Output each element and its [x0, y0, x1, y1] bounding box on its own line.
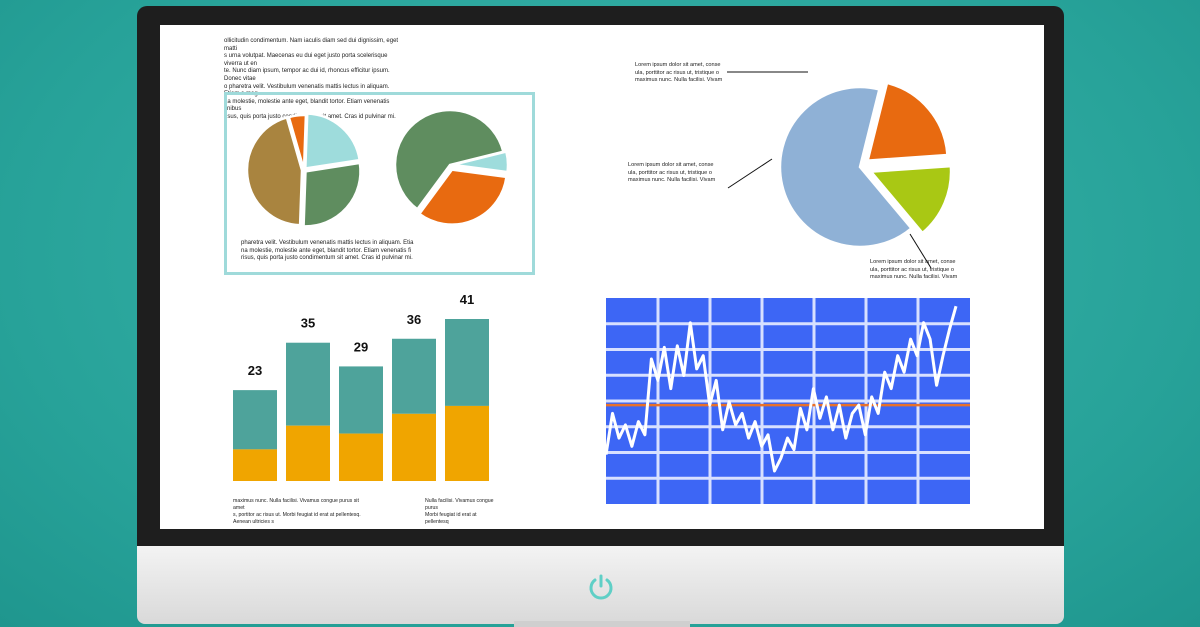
small-pie-left — [245, 112, 362, 228]
bar-lower-4 — [445, 405, 489, 481]
bar-value-label-2: 29 — [354, 339, 368, 354]
big-pie-slice-0 — [866, 81, 949, 162]
monitor-bezel: ollicitudin condimentum. Nam iaculis dia… — [137, 6, 1064, 546]
bar-lower-1 — [286, 425, 330, 481]
bar-upper-0 — [233, 390, 277, 450]
bar-value-label-3: 36 — [407, 312, 421, 327]
bar-caption-right: Nulla facilisi. Vivamus congue purus Mor… — [425, 498, 494, 525]
monitor: ollicitudin condimentum. Nam iaculis dia… — [137, 6, 1064, 627]
bar-lower-2 — [339, 433, 383, 481]
small-pie-right-slice-1 — [417, 168, 508, 226]
monitor-screen: ollicitudin condimentum. Nam iaculis dia… — [160, 25, 1044, 529]
big-pie-slice-2 — [778, 85, 914, 249]
bar-upper-1 — [286, 342, 330, 426]
bar-value-label-1: 35 — [301, 316, 315, 331]
bar-lower-3 — [392, 413, 436, 481]
pie-label-middle: Lorem ipsum dolor sit amet, conse ula, p… — [628, 162, 716, 184]
bar-caption-left: maximus nunc. Nulla facilisi. Vivamus co… — [233, 498, 361, 525]
big-pie-chart — [727, 71, 953, 269]
small-pie-left-slice-1 — [304, 112, 362, 170]
bar-chart: 23 35 29 36 41 — [233, 292, 489, 481]
big-pie-slice-1 — [868, 164, 953, 235]
small-pie-left-slice-3 — [245, 115, 304, 227]
bar-upper-4 — [445, 319, 489, 406]
leader-line-middle — [727, 158, 773, 189]
line-chart — [604, 298, 970, 504]
bar-upper-3 — [392, 338, 436, 414]
bar-value-label-0: 23 — [248, 363, 262, 378]
small-pie-right — [393, 108, 510, 226]
monitor-stand — [514, 621, 690, 627]
pie-label-bottom: Lorem ipsum dolor sit amet, conse ula, p… — [870, 259, 958, 281]
monitor-chin — [137, 546, 1064, 624]
top-left-paragraph: ollicitudin condimentum. Nam iaculis dia… — [224, 38, 399, 120]
small-pie-left-slice-0 — [287, 113, 308, 171]
frame-caption: pharetra velit. Vestibulum venenatis mat… — [241, 240, 414, 262]
pie-charts-frame — [224, 92, 535, 275]
bar-upper-2 — [339, 366, 383, 434]
small-pie-right-slice-2 — [393, 108, 505, 212]
bar-value-label-4: 41 — [460, 292, 474, 307]
small-pie-right-slice-0 — [452, 150, 510, 174]
power-icon[interactable] — [586, 572, 616, 602]
line-series — [604, 305, 958, 473]
bar-lower-0 — [233, 449, 277, 481]
small-pie-left-slice-2 — [302, 161, 362, 228]
leader-line-bottom — [909, 233, 932, 269]
pie-label-top: Lorem ipsum dolor sit amet, conse ula, p… — [635, 62, 723, 84]
